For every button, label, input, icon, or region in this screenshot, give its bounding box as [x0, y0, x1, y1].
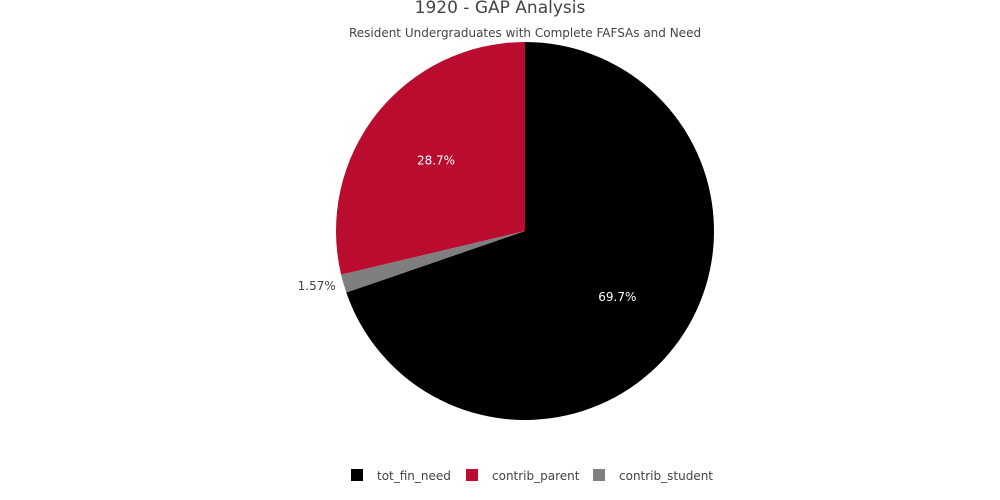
legend-swatch-contrib-parent [466, 469, 478, 481]
chart-title: 1920 - GAP Analysis [415, 0, 586, 18]
legend-label-tot-fin-need: tot_fin_need [377, 469, 451, 483]
slice-label-contrib-parent: 28.7% [417, 154, 455, 168]
pie-slice-contrib-parent[interactable] [336, 42, 525, 275]
pie-slice-tot-fin-need[interactable] [346, 42, 714, 420]
legend-label-contrib-student: contrib_student [619, 469, 713, 483]
legend-label-contrib-parent: contrib_parent [492, 469, 580, 483]
legend-swatch-tot-fin-need [351, 469, 363, 481]
chart-subtitle: Resident Undergraduates with Complete FA… [349, 26, 701, 40]
legend-item-contrib-student[interactable]: contrib_student [593, 469, 713, 483]
legend-swatch-contrib-student [593, 469, 605, 481]
legend[interactable]: tot_fin_need contrib_parent contrib_stud… [351, 469, 713, 483]
pie-slice-labels: 69.7% 1.57% 28.7% [298, 154, 637, 304]
pie-slices [336, 42, 714, 420]
legend-item-contrib-parent[interactable]: contrib_parent [466, 469, 580, 483]
slice-label-tot-fin-need: 69.7% [598, 290, 636, 304]
slice-label-contrib-student: 1.57% [298, 279, 336, 293]
pie-slice-contrib-student[interactable] [341, 231, 525, 293]
legend-item-tot-fin-need[interactable]: tot_fin_need [351, 469, 451, 483]
